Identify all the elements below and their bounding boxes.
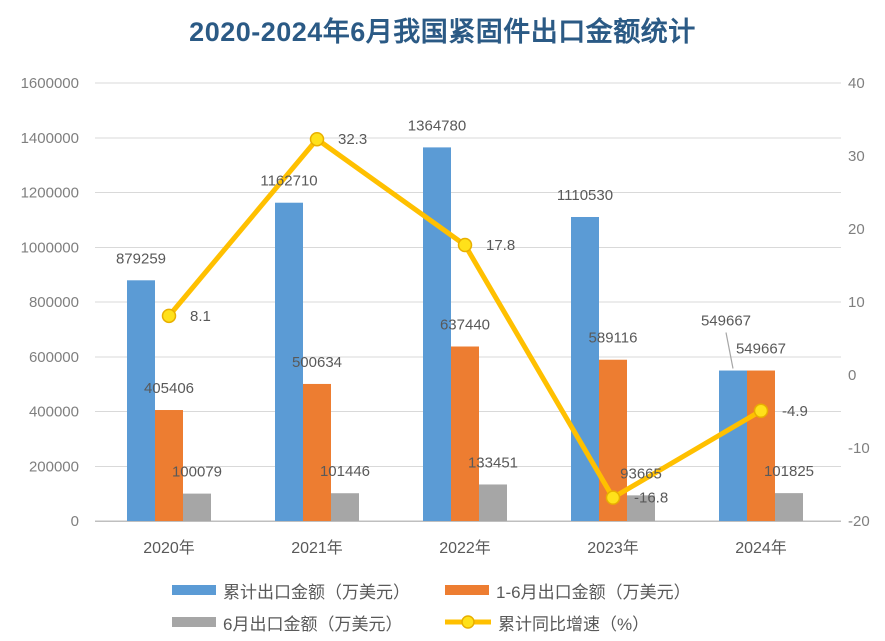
bar-label-cumulative-export: 879259 <box>116 250 166 267</box>
bar-label-june-export: 100079 <box>172 464 222 481</box>
x-axis-label: 2024年 <box>735 539 787 557</box>
bar-label-cumulative-export: 1162710 <box>260 173 317 190</box>
bar-jan-jun-export <box>303 383 331 521</box>
line-label-yoy-growth: 17.8 <box>486 237 515 254</box>
bar-june-export <box>479 484 507 521</box>
y-axis-right-tick: 40 <box>848 75 865 92</box>
bar-cumulative-export <box>423 147 451 521</box>
legend-swatch-cumulative-export <box>172 585 216 595</box>
legend-label-yoy-growth: 累计同比增速（%） <box>498 614 650 634</box>
line-marker-yoy-growth <box>605 490 621 505</box>
legend-label-cumulative-export: 累计出口金额（万美元） <box>223 582 410 602</box>
bar-jan-jun-export <box>451 346 479 521</box>
bar-label-june-export: 101825 <box>764 463 814 480</box>
bar-label-june-export: 93665 <box>620 465 662 482</box>
label-callout-line <box>725 332 734 369</box>
bar-jan-jun-export <box>155 410 183 521</box>
bar-label-jan-jun-export: 500634 <box>292 354 342 371</box>
bar-label-jan-jun-export: 637440 <box>440 317 490 334</box>
legend-swatch-june-export <box>172 617 216 627</box>
y-axis-right-tick: 20 <box>848 221 865 238</box>
y-axis-left-tick: 600000 <box>29 349 79 366</box>
line-label-yoy-growth: -4.9 <box>782 403 808 420</box>
y-axis-right-tick: 0 <box>848 367 856 384</box>
line-label-yoy-growth: 32.3 <box>338 131 367 148</box>
legend-swatch-jan-jun-export <box>445 585 489 595</box>
y-axis-left-tick: 1400000 <box>21 130 79 147</box>
y-axis-left-tick: 800000 <box>29 294 79 311</box>
bar-june-export <box>775 493 803 521</box>
bar-label-june-export: 101446 <box>320 463 370 480</box>
y-axis-right-tick: 30 <box>848 148 865 165</box>
y-axis-right-tick: -10 <box>848 440 870 457</box>
chart-title: 2020-2024年6月我国紧固件出口金额统计 <box>189 17 696 47</box>
bar-june-export <box>627 495 655 521</box>
x-axis-label: 2022年 <box>439 539 491 557</box>
y-axis-right-tick: -20 <box>848 513 870 530</box>
y-axis-left-tick: 1600000 <box>21 75 79 92</box>
legend-item-jan-jun-export: 1-6月出口金额（万美元） <box>445 581 691 602</box>
legend-item-yoy-growth: 累计同比增速（%） <box>445 613 649 634</box>
legend-label-jan-jun-export: 1-6月出口金额（万美元） <box>496 582 691 602</box>
bar-cumulative-export <box>275 202 303 521</box>
legend-item-june-export: 6月出口金额（万美元） <box>172 613 402 634</box>
line-marker-yoy-growth <box>309 131 325 147</box>
line-marker-yoy-growth <box>753 403 769 419</box>
y-axis-right-tick: 10 <box>848 294 865 311</box>
y-axis-left-tick: 1000000 <box>21 239 79 256</box>
y-axis-left-tick: 200000 <box>29 458 79 475</box>
x-axis-label: 2020年 <box>143 539 195 557</box>
legend-line-swatch-yoy-growth <box>445 615 491 629</box>
line-label-yoy-growth: 8.1 <box>190 308 211 325</box>
bar-june-export <box>183 493 211 521</box>
bar-label-jan-jun-export: 549667 <box>736 341 786 358</box>
bar-label-cumulative-export: 1364780 <box>408 117 466 134</box>
y-axis-left-tick: 0 <box>71 513 79 530</box>
y-axis-left-tick: 400000 <box>29 404 79 421</box>
line-marker-yoy-growth <box>457 237 473 253</box>
bar-cumulative-export <box>571 216 599 521</box>
bar-june-export <box>331 493 359 521</box>
bar-label-cumulative-export: 549667 <box>701 313 751 330</box>
legend-item-cumulative-export: 累计出口金额（万美元） <box>172 581 410 602</box>
bar-cumulative-export <box>127 280 155 521</box>
y-axis-left-tick: 1200000 <box>21 185 79 202</box>
bar-label-jan-jun-export: 405406 <box>144 380 194 397</box>
legend-label-june-export: 6月出口金额（万美元） <box>223 614 403 634</box>
bar-label-cumulative-export: 1110530 <box>557 187 613 204</box>
bar-label-jan-jun-export: 589116 <box>589 330 638 347</box>
bar-jan-jun-export <box>747 370 775 521</box>
bar-label-june-export: 133451 <box>468 454 518 471</box>
x-axis-label: 2021年 <box>291 539 343 557</box>
line-marker-yoy-growth <box>161 308 177 324</box>
x-axis-label: 2023年 <box>587 539 639 557</box>
bar-cumulative-export <box>719 370 747 521</box>
line-label-yoy-growth: -16.8 <box>634 490 668 507</box>
